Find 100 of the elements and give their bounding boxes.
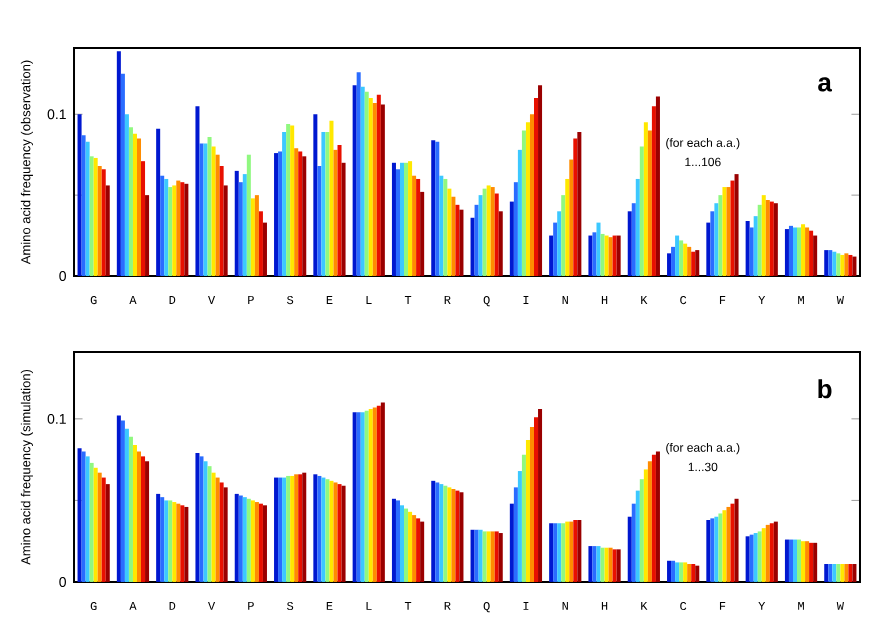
bar [753,216,758,276]
bar [757,204,762,276]
bar [215,154,220,276]
bar [97,472,102,582]
bar [635,178,640,276]
bar [219,166,224,276]
bar [627,211,632,276]
bar [145,195,150,276]
bar [675,235,680,276]
bar [521,130,526,276]
bar [573,138,578,276]
bar [215,477,220,582]
bar [356,72,361,276]
bar [813,235,818,276]
bar [116,51,121,276]
bar [89,462,94,582]
bar [391,162,396,276]
bar [627,516,632,582]
bar [671,246,676,276]
bar [647,461,652,582]
bar [282,132,287,276]
bar [647,130,652,276]
bar [513,487,518,582]
bar [85,456,90,582]
bar [313,114,318,276]
bar [714,203,719,276]
bar [509,201,514,276]
bar [136,138,142,276]
bar [667,253,672,276]
bar [136,451,142,582]
bar [517,471,522,582]
bar [81,135,86,276]
bar [145,461,150,582]
bar [651,106,656,276]
bar [761,195,766,276]
bar [577,132,582,276]
bar [525,122,530,276]
bar [207,136,212,276]
bar [223,487,228,582]
bar [494,193,499,276]
bar [203,461,208,582]
bar [710,211,715,276]
bar [706,222,711,276]
bar [521,454,526,582]
bar [399,505,405,582]
annotation: a [818,77,833,92]
bar [529,114,534,276]
bar [451,196,456,276]
bar [538,85,543,276]
bar [352,85,357,276]
bar [242,174,247,276]
bar [470,217,475,276]
bar [211,146,216,276]
bar [420,191,425,276]
bar [141,161,146,276]
bar [132,444,137,582]
bar [474,204,479,276]
bar [120,420,125,582]
bar [534,98,539,276]
bar [513,182,518,276]
bar [77,114,82,276]
bar [553,222,558,276]
bar [557,211,562,276]
bar [376,94,381,276]
bar [792,227,798,276]
bar [141,456,146,582]
bar [549,235,554,276]
bar [631,203,636,276]
bar [455,204,460,276]
bar [93,467,98,582]
bar [643,122,648,276]
bar [529,427,534,582]
bar [459,209,464,276]
bar [509,503,514,582]
bar [745,221,750,276]
annotation: b [818,379,832,399]
bar [596,222,601,276]
bar [718,195,723,276]
bar [538,409,543,582]
bar [631,503,636,582]
bar [643,469,648,582]
bar [498,211,503,276]
bar [380,104,385,276]
bar [116,415,121,582]
bar [156,128,161,276]
bar [635,490,640,582]
bar [329,120,334,276]
bar [124,114,129,276]
bar [132,133,137,276]
bar [223,185,228,276]
bar [478,195,483,276]
bar [262,222,267,276]
bar [85,141,90,276]
bar [105,185,110,276]
bar [341,162,346,276]
bar [749,227,754,276]
bar [364,91,369,276]
bar [317,166,322,276]
bar [655,96,660,276]
bar [730,180,735,276]
